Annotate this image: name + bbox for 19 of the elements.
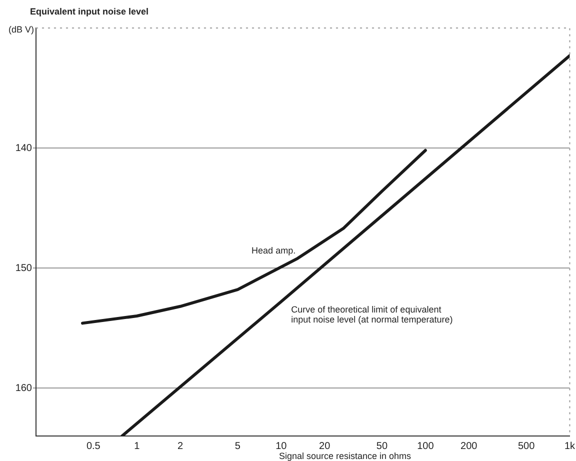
series-label: Curve of theoretical limit of equivalent input noise level (at normal temperature) [291,304,453,325]
x-tick-label: 200 [460,440,478,452]
x-tick-label: 50 [376,440,388,452]
x-tick-label: 1 [134,440,140,452]
x-axis-title: Signal source resistance in ohms [278,450,412,461]
x-tick-label: 20 [319,440,331,452]
y-axis-title: Equivalent input noise level [30,6,149,16]
text: (dB V) [8,24,34,34]
x-tick-label: 5 [234,440,241,452]
x-tick-label: 2 [178,440,184,452]
y-tick-label: 140 [15,142,32,154]
series-label: Head amp. [252,245,296,256]
x-tick-label: 100 [417,440,434,452]
x-tick-label: 0.5 [86,440,101,452]
x-tick-label: 1k [564,440,576,452]
x-tick-label: 10 [276,440,288,452]
y-tick-label: 160 [15,382,32,394]
y-tick-label: 150 [15,262,32,274]
x-tick-label: 500 [518,440,536,452]
